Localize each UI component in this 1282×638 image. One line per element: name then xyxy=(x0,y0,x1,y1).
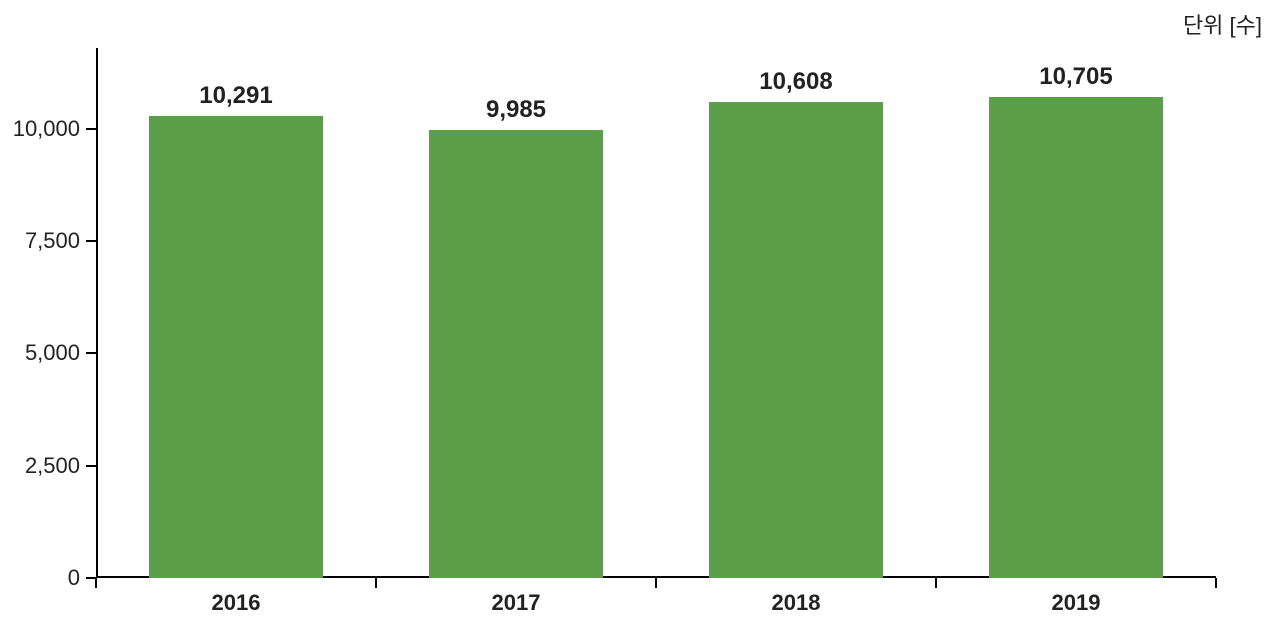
x-tick-mark xyxy=(935,578,937,588)
bar-value-label: 10,608 xyxy=(759,68,832,96)
bar xyxy=(429,130,603,578)
bar xyxy=(989,97,1163,578)
bar-chart: 단위 [수] 02,5005,0007,50010,00010,29120169… xyxy=(0,0,1282,638)
y-tick-label: 7,500 xyxy=(0,228,80,254)
unit-label: 단위 [수] xyxy=(1183,8,1262,40)
x-tick-mark xyxy=(375,578,377,588)
x-tick-mark xyxy=(1215,578,1217,588)
y-tick-label: 2,500 xyxy=(0,453,80,479)
y-tick-label: 5,000 xyxy=(0,340,80,366)
y-tick-mark xyxy=(86,128,96,130)
bar xyxy=(709,102,883,578)
x-tick-mark xyxy=(655,578,657,588)
y-tick-mark xyxy=(86,352,96,354)
y-tick-mark xyxy=(86,465,96,467)
bar-value-label: 9,985 xyxy=(486,96,546,124)
x-tick-label: 2016 xyxy=(212,590,261,616)
x-tick-label: 2017 xyxy=(492,590,541,616)
y-tick-label: 0 xyxy=(0,565,80,591)
plot-area: 02,5005,0007,50010,00010,29120169,985201… xyxy=(96,48,1216,578)
y-axis xyxy=(96,48,98,578)
y-tick-mark xyxy=(86,240,96,242)
x-tick-label: 2019 xyxy=(1052,590,1101,616)
bar-value-label: 10,291 xyxy=(199,82,272,110)
x-tick-label: 2018 xyxy=(772,590,821,616)
bar xyxy=(149,116,323,578)
y-tick-label: 10,000 xyxy=(0,116,80,142)
x-tick-mark xyxy=(95,578,97,588)
bar-value-label: 10,705 xyxy=(1039,63,1112,91)
